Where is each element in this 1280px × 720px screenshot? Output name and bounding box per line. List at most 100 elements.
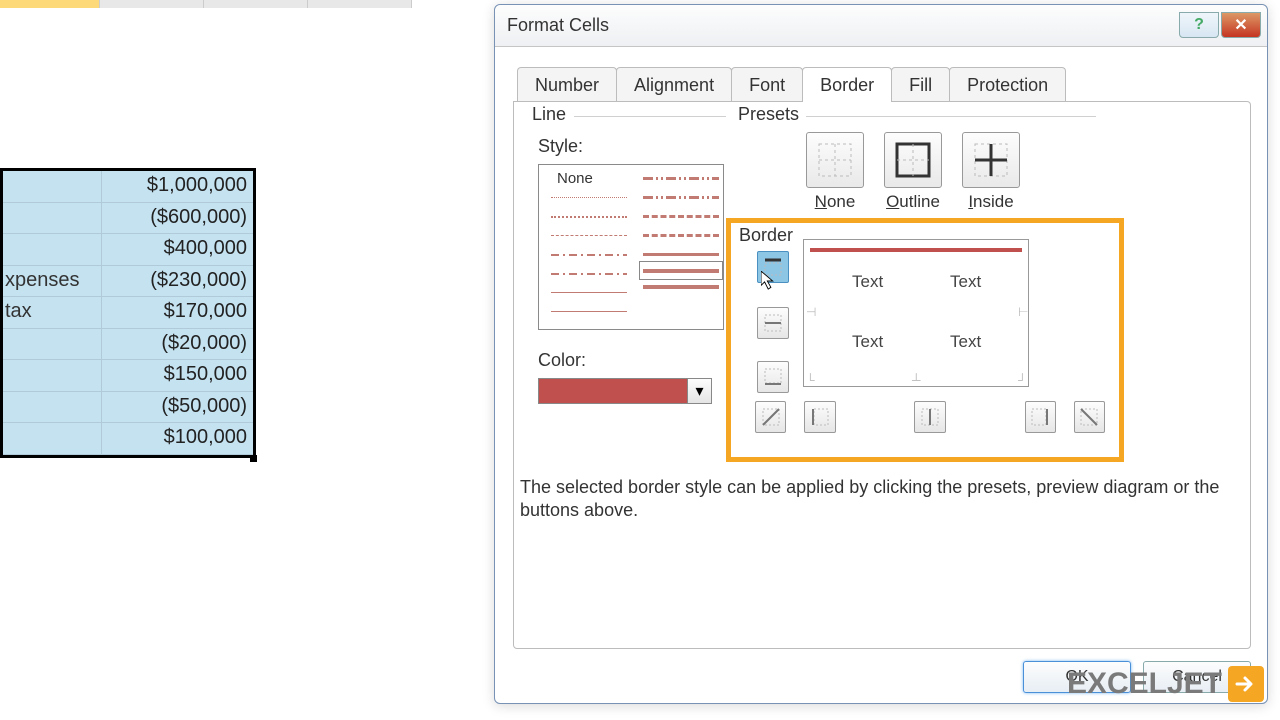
line-style-listbox[interactable]: None <box>538 164 724 330</box>
hint-text: The selected border style can be applied… <box>520 476 1220 523</box>
col-header-e[interactable] <box>308 0 412 8</box>
table-row: $1,000,000 <box>3 171 253 203</box>
line-style-dashdot[interactable] <box>547 245 631 264</box>
line-style-med-dashed[interactable] <box>639 207 723 226</box>
border-tab-panel: Line Style: None <box>513 101 1251 649</box>
border-diag-up-button[interactable] <box>755 401 786 433</box>
border-group-highlighted: Border ⊣ ⊢ └ ┘ ┴ Text <box>726 218 1124 462</box>
preset-outline-label: Outline <box>884 192 942 212</box>
tab-alignment[interactable]: Alignment <box>616 67 732 102</box>
format-cells-dialog: Format Cells ? ✕ Number Alignment Font B… <box>494 4 1268 704</box>
border-group-label: Border <box>739 225 793 246</box>
cell-label <box>3 360 102 391</box>
close-icon: ✕ <box>1234 15 1247 35</box>
border-bottom-icon <box>763 367 783 387</box>
cell-label <box>3 203 102 234</box>
line-style-dotted2[interactable] <box>547 207 631 226</box>
preset-none-button[interactable] <box>806 132 864 188</box>
cell-value: $400,000 <box>102 234 253 265</box>
preset-outline-button[interactable] <box>884 132 942 188</box>
line-style-dotted[interactable] <box>547 188 631 207</box>
border-preview[interactable]: ⊣ ⊢ └ ┘ ┴ Text Text Text Text <box>803 239 1029 387</box>
table-row: $400,000 <box>3 234 253 266</box>
tab-fill[interactable]: Fill <box>891 67 950 102</box>
cell-value: $1,000,000 <box>102 171 253 202</box>
chevron-down-icon: ▾ <box>695 381 703 401</box>
border-top-icon <box>763 257 783 277</box>
table-row: ($600,000) <box>3 203 253 235</box>
line-style-none[interactable]: None <box>547 169 631 188</box>
presets-group: Presets None Outline <box>734 104 1114 224</box>
line-style-med-dashdot[interactable] <box>639 169 723 188</box>
border-top-button[interactable] <box>757 251 789 283</box>
table-row: ($50,000) <box>3 392 253 424</box>
border-right-button[interactable] <box>1025 401 1056 433</box>
preview-text-br: Text <box>950 332 981 352</box>
tick-bl: └ <box>806 376 814 384</box>
table-row: $100,000 <box>3 423 253 455</box>
border-left-icon <box>810 407 830 427</box>
line-style-dashed[interactable] <box>547 226 631 245</box>
line-style-med-dashed2[interactable] <box>639 226 723 245</box>
border-right-icon <box>1030 407 1050 427</box>
border-middle-h-icon <box>763 313 783 333</box>
cell-label: xpenses <box>3 266 102 297</box>
selection-fill-handle[interactable] <box>250 455 257 462</box>
help-button[interactable]: ? <box>1179 12 1219 38</box>
color-dropdown-button[interactable]: ▾ <box>688 378 712 404</box>
col-header-b-selected[interactable] <box>0 0 100 8</box>
cell-label <box>3 234 102 265</box>
line-style-hair[interactable] <box>547 302 631 321</box>
line-group: Line Style: None <box>528 104 728 444</box>
border-left-button[interactable] <box>804 401 835 433</box>
border-diag-down-button[interactable] <box>1074 401 1105 433</box>
help-icon: ? <box>1194 16 1204 34</box>
preset-inside-label: Inside <box>962 192 1020 212</box>
tab-font[interactable]: Font <box>731 67 803 102</box>
tab-number[interactable]: Number <box>517 67 617 102</box>
line-style-dashdotdot[interactable] <box>547 264 631 283</box>
dialog-titlebar[interactable]: Format Cells ? ✕ <box>495 5 1267 47</box>
cell-value: ($50,000) <box>102 392 253 423</box>
preset-none-label: None <box>806 192 864 212</box>
table-row: xpenses($230,000) <box>3 266 253 298</box>
preset-inside-icon <box>971 140 1011 180</box>
close-button[interactable]: ✕ <box>1221 12 1261 38</box>
tab-border[interactable]: Border <box>802 67 892 102</box>
color-label: Color: <box>538 350 586 371</box>
border-bottom-button[interactable] <box>757 361 789 393</box>
cell-value: $170,000 <box>102 297 253 328</box>
tick-left: ⊣ <box>806 308 814 316</box>
color-swatch <box>538 378 688 404</box>
preview-text-bl: Text <box>852 332 883 352</box>
watermark: EXCELJET <box>1067 666 1264 702</box>
col-header-c[interactable] <box>100 0 204 8</box>
tab-protection[interactable]: Protection <box>949 67 1066 102</box>
line-style-med-dashdotdot[interactable] <box>639 188 723 207</box>
watermark-text: EXCELJET <box>1067 667 1222 701</box>
border-diag-up-icon <box>761 407 781 427</box>
line-group-label: Line <box>528 104 570 125</box>
line-style-double[interactable] <box>639 277 723 296</box>
col-header-d[interactable] <box>204 0 308 8</box>
preview-text-tl: Text <box>852 272 883 292</box>
dialog-tabs: Number Alignment Font Border Fill Protec… <box>517 67 1251 102</box>
style-label: Style: <box>538 136 583 157</box>
tick-right: ⊢ <box>1018 308 1026 316</box>
cell-label <box>3 392 102 423</box>
line-style-thin[interactable] <box>547 283 631 302</box>
presets-group-label: Presets <box>734 104 803 125</box>
border-middle-h-button[interactable] <box>757 307 789 339</box>
cell-label <box>3 423 102 454</box>
selected-cell-range[interactable]: $1,000,000 ($600,000) $400,000 xpenses($… <box>0 168 256 458</box>
cell-label <box>3 171 102 202</box>
tick-br: ┘ <box>1018 376 1026 384</box>
cell-value: $100,000 <box>102 423 253 454</box>
cell-value: ($600,000) <box>102 203 253 234</box>
dialog-title: Format Cells <box>507 15 609 36</box>
watermark-arrow-icon <box>1228 666 1264 702</box>
color-picker[interactable]: ▾ <box>538 378 718 404</box>
border-diag-down-icon <box>1079 407 1099 427</box>
preset-inside-button[interactable] <box>962 132 1020 188</box>
border-middle-v-button[interactable] <box>914 401 945 433</box>
